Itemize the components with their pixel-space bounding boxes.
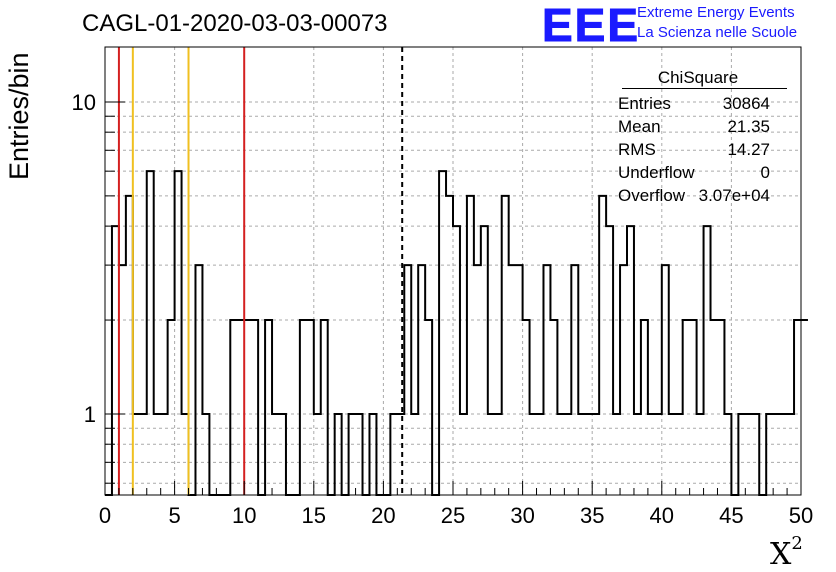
y-tick-label: 1 bbox=[84, 402, 96, 427]
stats-label: Entries bbox=[618, 94, 671, 113]
stats-box-name: ChiSquare bbox=[657, 68, 739, 87]
x-tick-label: 15 bbox=[302, 503, 326, 528]
x-tick-label: 0 bbox=[99, 503, 111, 528]
stats-label: Mean bbox=[618, 117, 661, 136]
stats-label: RMS bbox=[618, 140, 656, 159]
histogram-outline bbox=[105, 170, 808, 496]
chart-title: CAGL-01-2020-03-03-00073 bbox=[82, 10, 388, 37]
x-tick-label: 45 bbox=[719, 503, 743, 528]
y-axis-label: Entries/bin bbox=[4, 52, 34, 180]
x-axis-label: X2 bbox=[770, 533, 803, 572]
x-tick-label: 35 bbox=[580, 503, 604, 528]
stats-value: 3.07e+04 bbox=[698, 186, 770, 205]
stats-label: Overflow bbox=[618, 186, 686, 205]
stats-label: Underflow bbox=[618, 163, 695, 182]
x-tick-label: 5 bbox=[168, 503, 180, 528]
eee-logo: EEE bbox=[541, 0, 641, 52]
logo-line-1: Extreme Energy Events bbox=[637, 4, 795, 21]
stats-value: 14.27 bbox=[727, 140, 770, 159]
logo-line-2: La Scienza nelle Scuole bbox=[637, 24, 798, 41]
stats-box: ChiSquare Entries 30864 Mean 21.35 RMS 1… bbox=[612, 64, 804, 212]
stats-value: 0 bbox=[760, 163, 770, 182]
x-axis-label-superscript: 2 bbox=[791, 533, 803, 554]
stats-box-rule bbox=[622, 88, 787, 89]
x-tick-label: 20 bbox=[371, 503, 395, 528]
stats-value: 21.35 bbox=[727, 117, 770, 136]
x-tick-label: 50 bbox=[789, 503, 813, 528]
x-tick-label: 25 bbox=[441, 503, 465, 528]
stats-value: 30864 bbox=[722, 94, 770, 113]
x-tick-label: 10 bbox=[232, 503, 256, 528]
x-axis-label-text: X bbox=[770, 537, 792, 572]
x-tick-label: 40 bbox=[650, 503, 674, 528]
y-tick-label: 10 bbox=[72, 90, 96, 115]
x-tick-label: 30 bbox=[510, 503, 534, 528]
